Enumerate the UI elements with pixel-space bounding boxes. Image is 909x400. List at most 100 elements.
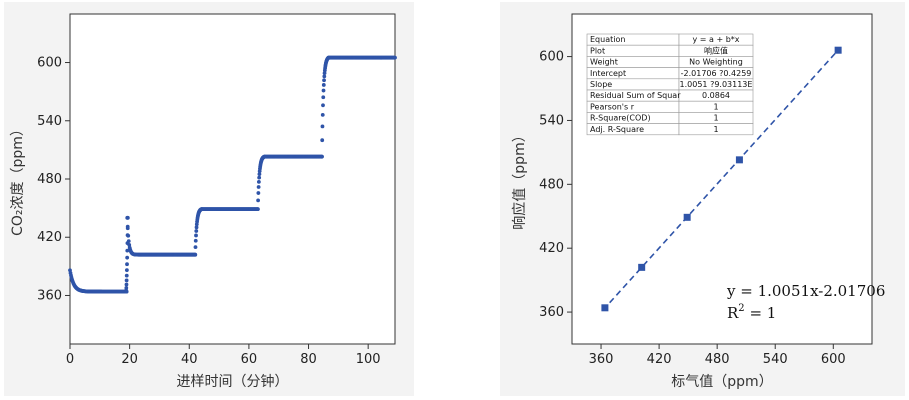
right-data-point [834, 46, 842, 54]
right-y-tick-label: 540 [539, 113, 564, 128]
left-data-point [193, 252, 198, 257]
right-y-tick-label: 600 [539, 50, 564, 65]
left-x-axis-title: 进样时间（分钟） [177, 373, 289, 390]
left-data-point [126, 233, 131, 238]
left-data-point [256, 198, 261, 203]
right-y-axis-title: 响应值（ppm） [511, 128, 528, 229]
right-x-axis-title: 标气值（ppm） [671, 374, 772, 390]
left-y-axis-title: CO₂浓度（ppm） [10, 122, 26, 236]
left-y-tick-label: 600 [37, 56, 62, 71]
left-data-point [320, 154, 324, 159]
left-data-point [255, 207, 260, 211]
fit-table-cell [678, 123, 754, 136]
left-data-point [125, 262, 129, 267]
fit-table-key: Equation [590, 35, 625, 44]
right-x-tick-label: 420 [647, 352, 672, 367]
left-data-point [257, 172, 262, 176]
r-squared-symbol: R [727, 304, 739, 322]
left-data-point [124, 286, 129, 290]
left-data-point [194, 233, 198, 238]
left-plot-area [69, 13, 396, 345]
left-axis-ticks: 0 20 40 60 80 100 360 420 480 540 600 [37, 56, 380, 367]
left-data-point [125, 215, 130, 220]
left-data-point [125, 226, 130, 231]
left-x-tick-label: 40 [181, 352, 198, 367]
left-data-point [124, 273, 129, 278]
right-y-tick-label: 360 [539, 305, 564, 320]
left-data-point [320, 138, 325, 143]
left-data-series [68, 55, 397, 294]
left-data-point [124, 282, 129, 287]
fit-table-key: Adj. R-Square [590, 125, 644, 134]
left-x-tick-label: 60 [241, 352, 258, 367]
fit-table-value: 1 [713, 102, 718, 111]
right-x-tick-label: 480 [705, 352, 730, 367]
left-data-point [321, 95, 326, 100]
fit-table-key: Pearson's r [590, 102, 635, 111]
right-fit-line-group [602, 48, 840, 311]
fit-table-key: Weight [590, 58, 618, 67]
fit-table-key: Intercept [590, 69, 626, 78]
left-data-point [257, 175, 262, 180]
left-data-point [256, 179, 261, 184]
left-data-point [193, 245, 198, 250]
fit-table-value: 1.0051 ?9.03113E [680, 80, 753, 89]
left-data-point [124, 278, 129, 283]
left-data-point [194, 229, 199, 233]
left-data-point [393, 55, 397, 60]
left-data-point [320, 124, 325, 129]
left-y-tick-label: 360 [37, 288, 62, 303]
left-x-tick-label: 100 [356, 352, 381, 367]
left-data-point [321, 83, 326, 87]
left-data-point [256, 185, 261, 189]
right-data-point [638, 263, 646, 271]
right-data-point [735, 156, 743, 164]
left-data-point [256, 191, 261, 195]
left-y-tick-label: 420 [37, 230, 62, 245]
fit-line [602, 48, 840, 311]
right-x-tick-label: 360 [589, 352, 614, 367]
left-chart-panel: 0 20 40 60 80 100 360 420 480 540 600 进样时间（分钟） CO₂… [4, 2, 414, 396]
right-y-tick-label: 420 [539, 241, 564, 256]
fit-table-value: No Weighting [689, 58, 743, 67]
fit-table-key: Plot [590, 46, 605, 55]
left-data-point [193, 238, 198, 243]
left-data-point [125, 248, 130, 253]
right-chart-panel: 360 420 480 540 600 360 420 480 540 600 Equation y… [500, 2, 905, 396]
regression-equation: y = 1.0051x-2.01706 [726, 282, 885, 300]
left-data-point [125, 255, 130, 260]
fit-table-value: -2.01706 ?0.4259 [681, 69, 752, 78]
fit-table-value: 1 [713, 125, 718, 134]
r-squared-value: = 1 [745, 304, 777, 322]
fit-table-value: y = a + b*x [692, 35, 739, 44]
fit-table-value: 响应值 [704, 45, 728, 55]
fit-parameter-table: Equation y = a + b*x Plot 响应值 Weight No Weigh… [586, 33, 754, 136]
right-y-tick-label: 480 [539, 177, 564, 192]
right-x-tick-label: 540 [763, 352, 788, 367]
left-data-point [194, 225, 199, 230]
left-data-point [321, 88, 326, 93]
fit-table-key: Slope [590, 80, 612, 89]
left-x-tick-label: 80 [300, 352, 317, 367]
left-data-point [126, 239, 131, 244]
r-squared-label: R2 = 1 [727, 303, 776, 322]
right-x-tick-label: 600 [821, 352, 846, 367]
regression-annotation: y = 1.0051x-2.01706 R2 = 1 [726, 282, 885, 322]
fit-table-key: Residual Sum of Squar [590, 91, 681, 100]
right-data-point [601, 304, 609, 312]
fit-table-key: R-Square(COD) [590, 114, 651, 123]
left-x-tick-label: 20 [121, 352, 138, 367]
left-data-point [124, 268, 129, 273]
left-data-point [320, 113, 325, 117]
r-squared-superscript: 2 [738, 303, 744, 314]
left-data-point [322, 74, 327, 79]
right-data-point [683, 213, 691, 221]
left-x-tick-label: 0 [66, 352, 74, 367]
fit-table-value: 0.0864 [702, 91, 730, 100]
right-axis-ticks: 360 420 480 540 600 360 420 480 540 600 [539, 50, 846, 367]
fit-table-value: 1 [713, 114, 718, 123]
left-y-tick-label: 540 [37, 114, 62, 129]
right-data-series [601, 46, 842, 312]
left-data-point [321, 103, 325, 108]
